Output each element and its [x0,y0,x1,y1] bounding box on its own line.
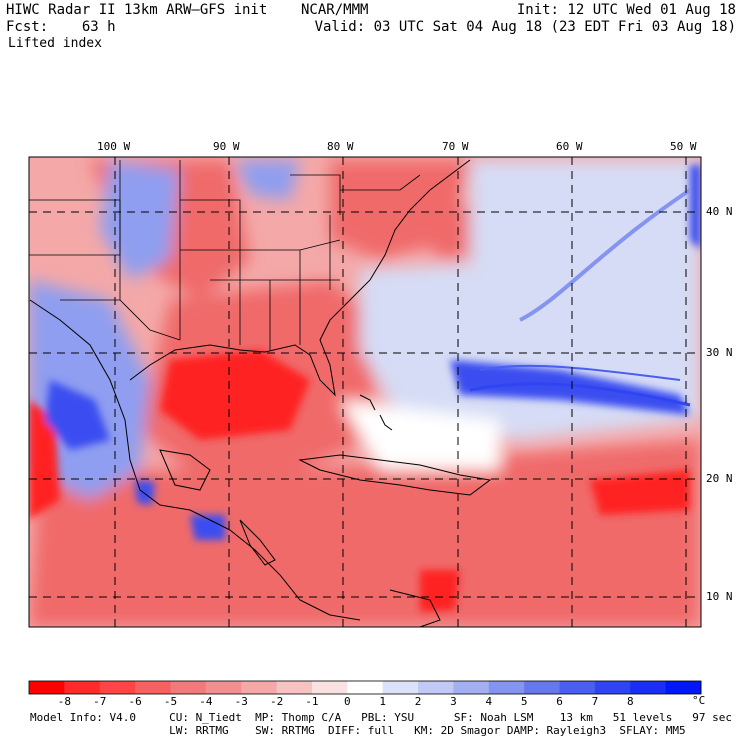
colorbar-segment [276,681,313,694]
field-name: Lifted index [8,36,102,51]
field-area [340,400,500,470]
colorbar-segment [347,681,384,694]
colorbar-segment [594,681,631,694]
lon-label: 100 W [97,140,131,153]
lon-label: 90 W [213,140,240,153]
field-area [590,470,690,515]
lat-label: 40 N [706,205,733,218]
colorbar-tick-label: 1 [379,695,386,708]
filament [519,188,692,322]
colorbar-segment [488,681,525,694]
field-area [29,440,700,627]
colorbar-tick-label: 5 [520,695,528,708]
colorbar-tick-label: -5 [163,695,178,708]
lat-label: 30 N [706,346,733,359]
field-area [190,515,225,540]
field-area [29,400,60,520]
field-area [470,160,700,300]
colorbar-tick-label: 0 [344,695,351,708]
colorbar-frame [28,680,702,695]
colorbar-tick-label: 2 [414,695,422,708]
forecast-hour: Fcst: 63 h [6,19,116,35]
field-area [420,570,460,612]
colorbar-segment [241,681,278,694]
graticule [29,157,701,627]
colorbar-tick-label: -8 [57,695,71,708]
colorbar-segment [418,681,454,694]
colorbar-segment [99,681,136,694]
field-area [160,350,310,440]
field-area [690,165,701,250]
colorbar-tick-label: -7 [93,695,107,708]
lifted-index-field [29,157,701,627]
lon-label: 60 W [556,140,583,153]
colorbar-tick-label: 8 [626,695,634,708]
colorbar-tick-label: -4 [199,695,213,708]
colorbar-segment [559,681,596,694]
colorbar-segment [64,681,101,694]
model-info-line1: Model Info: V4.0 CU: N_Tiedt MP: Thomp C… [30,711,732,724]
colorbar-segment [453,681,490,694]
colorbar-tick-label: 6 [556,695,563,708]
colorbar-tick-label: 7 [591,695,599,708]
state-borders [29,160,421,350]
field-area [45,380,110,450]
colorbar-segment [311,681,348,694]
lon-label: 50 W [670,140,697,153]
field-area [450,360,690,415]
colorbar-segment [665,681,702,694]
field-area [135,480,155,505]
field-area [29,280,150,500]
valid-time: Valid: 03 UTC Sat 04 Aug 18 (23 EDT Fri … [314,19,736,35]
lon-label: 80 W [327,140,354,153]
filament [469,382,691,407]
lon-label: 70 W [442,140,469,153]
filament [479,364,681,381]
colorbar-segment [630,681,667,694]
colorbar-segment [382,681,419,694]
colorbar-segment [170,681,207,694]
colorbar-segment [135,681,171,694]
map-frame [28,156,702,628]
model-title: HIWC Radar II 13km ARW–GFS init NCAR/MMM [6,2,369,18]
field-area [235,160,300,200]
colorbar-tick-label: -1 [305,695,319,708]
lat-label: 20 N [706,472,733,485]
colorbar [29,681,702,694]
colorbar-tick-label: -2 [269,695,284,708]
coastlines [29,159,492,627]
colorbar-segment [205,681,242,694]
colorbar-segment [29,681,65,694]
model-info-line2: LW: RRTMG SW: RRTMG DIFF: full KM: 2D Sm… [30,724,686,737]
lat-label: 10 N [706,590,733,603]
colorbar-tick-label: -3 [234,695,248,708]
colorbar-unit: °C [692,694,706,707]
colorbar-tick-label: -6 [128,695,142,708]
colorbar-tick-label: 4 [485,695,493,708]
init-time: Init: 12 UTC Wed 01 Aug 18 [516,2,736,18]
colorbar-segment [524,681,561,694]
colorbar-tick-label: 3 [450,695,457,708]
